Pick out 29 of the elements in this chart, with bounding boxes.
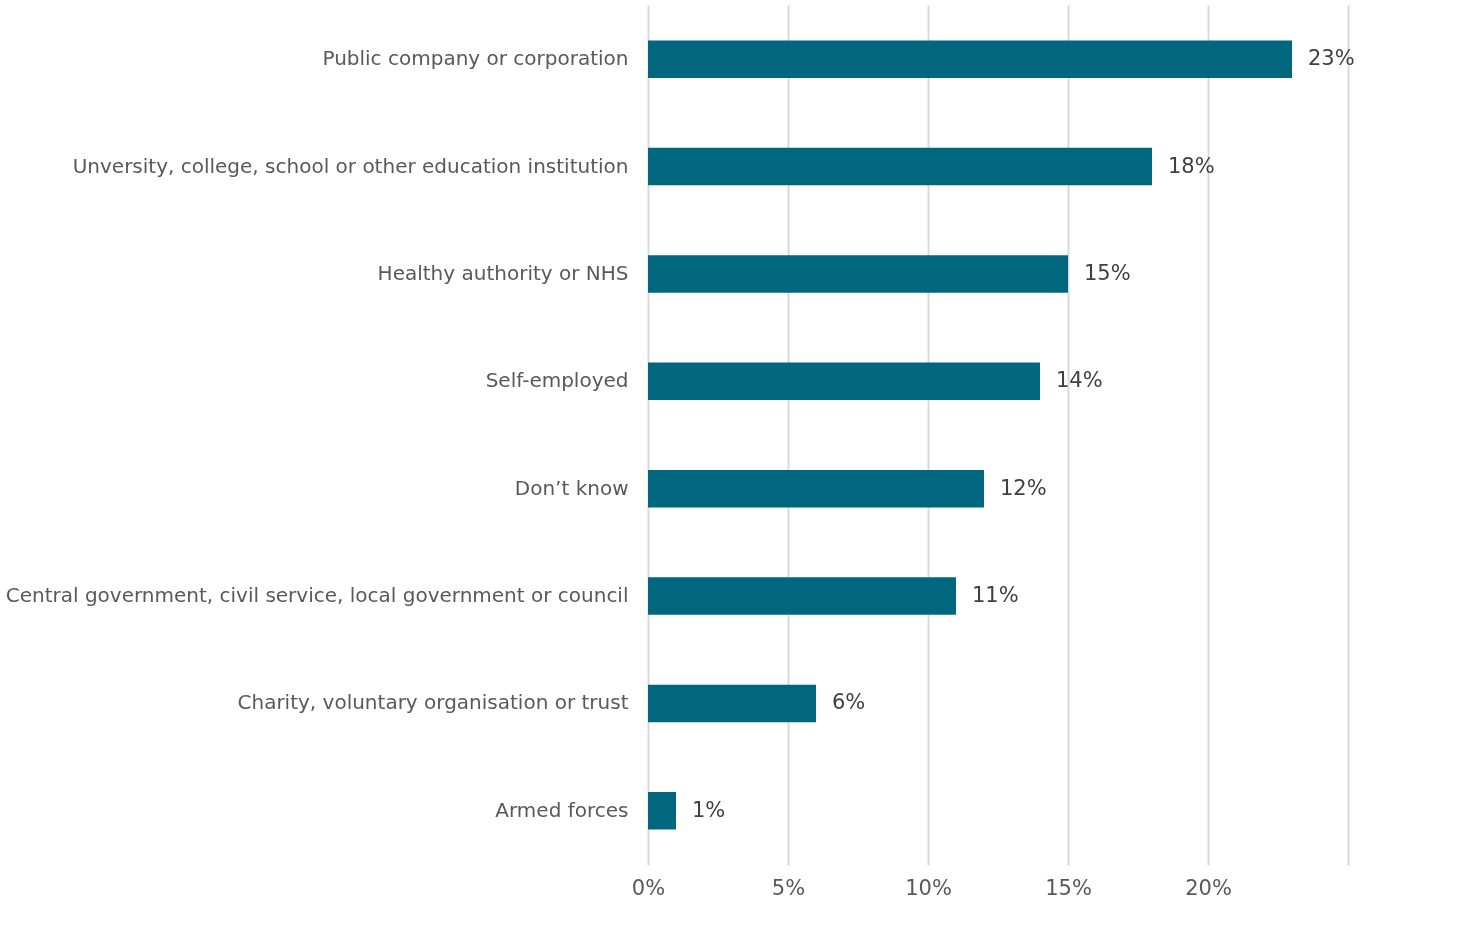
data-label: 11% [972,583,1019,608]
data-label: 12% [1000,475,1047,500]
x-tick-label: 15% [1045,875,1092,900]
y-tick-label: Central government, civil service, local government or council [5,583,629,608]
x-tick-label: 20% [1185,875,1232,900]
bar [648,684,816,723]
data-label: 23% [1308,46,1355,71]
x-tick-label: 0% [631,875,666,900]
y-tick-label: Unversity, college, school or other education institution [72,153,629,178]
data-label: 18% [1168,153,1215,178]
data-label: 6% [832,690,866,715]
bar [648,791,676,830]
bar [648,577,956,615]
bar [648,40,1292,79]
bar [648,255,1068,293]
y-tick-label: Self-employed [485,368,629,393]
y-tick-label: Healthy authority or NHS [377,260,629,285]
y-tick-label: Charity, voluntary organisation or trust [237,690,629,715]
bar [648,147,1152,186]
bar [648,362,1040,401]
y-tick-label: Don’t know [514,475,629,500]
data-label: 1% [692,797,726,822]
y-tick-label: Public company or corporation [322,46,629,71]
data-label: 14% [1056,368,1103,393]
bar [648,469,984,508]
data-label: 15% [1084,260,1131,285]
x-tick-label: 10% [905,875,952,900]
x-tick-label: 5% [771,875,806,900]
y-tick-label: Armed forces [495,797,629,822]
